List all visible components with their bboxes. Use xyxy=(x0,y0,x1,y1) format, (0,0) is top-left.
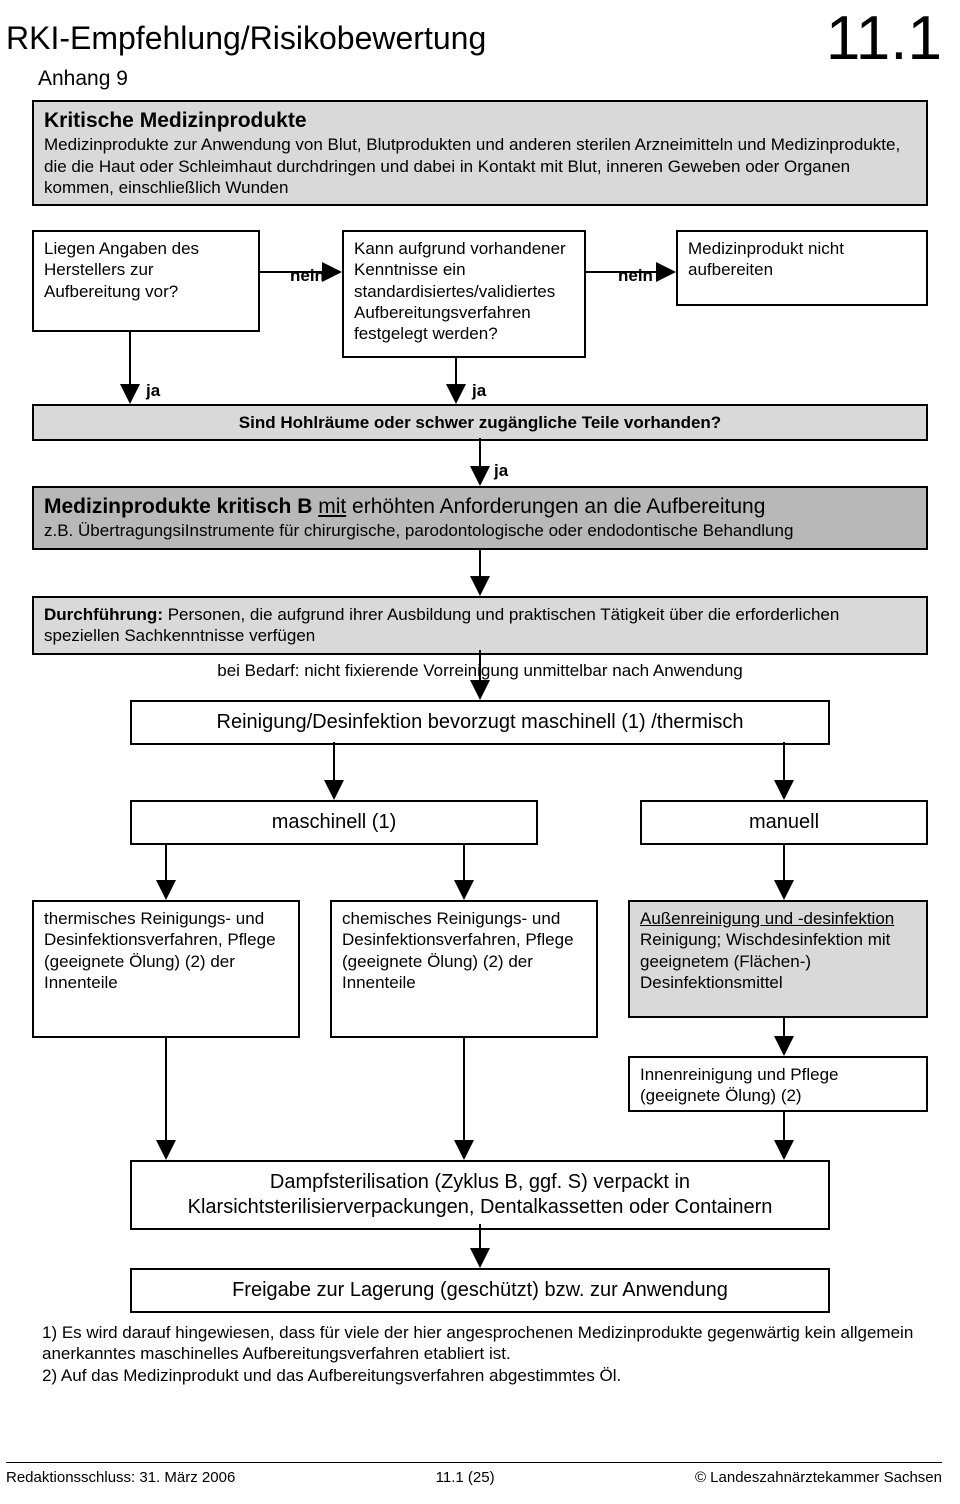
split-maschinell-box: maschinell (1) xyxy=(130,800,538,845)
rd-pref-box: Reinigung/Desinfektion bevorzugt maschin… xyxy=(130,700,830,745)
q1-text: Liegen Angaben des Herstellers zur Aufbe… xyxy=(44,239,199,301)
label-nein-1: nein xyxy=(290,265,325,286)
col-chem-text: chemisches Reinigungs- und Desinfektions… xyxy=(342,909,574,992)
col-thermo-box: thermisches Reinigungs- und Desinfektion… xyxy=(32,900,300,1038)
footer-left: Redaktionsschluss: 31. März 2006 xyxy=(6,1469,235,1488)
page-title: RKI-Empfehlung/Risikobewertung xyxy=(6,18,486,58)
label-ja-2: ja xyxy=(472,380,486,401)
col-manuell-outer-body: Reinigung; Wischdesinfektion mit geeigne… xyxy=(640,929,916,993)
hollow-q-box: Sind Hohlräume oder schwer zugängliche T… xyxy=(32,404,928,441)
intro-box: Kritische Medizinprodukte Medizinprodukt… xyxy=(32,100,928,206)
steril-box: Dampfsterilisation (Zyklus B, ggf. S) ve… xyxy=(130,1160,830,1230)
durchfuehrung-box: Durchführung: Personen, die aufgrund ihr… xyxy=(32,596,928,655)
intro-body: Medizinprodukte zur Anwendung von Blut, … xyxy=(44,134,916,198)
footer-mid: 11.1 (25) xyxy=(436,1469,495,1488)
kritisch-b-title: Medizinprodukte kritisch B mit erhöhten … xyxy=(44,494,916,520)
intro-heading: Kritische Medizinprodukte xyxy=(44,108,916,134)
vorreinigung-text: bei Bedarf: nicht fixierende Vorreinigun… xyxy=(32,660,928,681)
q2-box: Kann aufgrund vorhandener Kenntnisse ein… xyxy=(342,230,586,358)
rd-pref-text: Reinigung/Desinfektion bevorzugt maschin… xyxy=(217,711,744,733)
freigabe-box: Freigabe zur Lagerung (geschützt) bzw. z… xyxy=(130,1268,830,1313)
label-ja-1: ja xyxy=(146,380,160,401)
q2-text: Kann aufgrund vorhandener Kenntnisse ein… xyxy=(354,239,566,343)
kritisch-b-example: z.B. ÜbertragungsiInstrumente für chirur… xyxy=(44,520,916,541)
col-manuell-outer-box: Außenreinigung und -desinfektion Reinigu… xyxy=(628,900,928,1018)
durchf-body: Personen, die aufgrund ihrer Ausbildung … xyxy=(44,605,839,645)
split-manuell-box: manuell xyxy=(640,800,928,845)
split-manuell-text: manuell xyxy=(749,811,819,833)
hollow-q-text: Sind Hohlräume oder schwer zugängliche T… xyxy=(239,413,721,432)
footnote-1: 1) Es wird darauf hingewiesen, dass für … xyxy=(42,1322,922,1365)
footnotes: 1) Es wird darauf hingewiesen, dass für … xyxy=(42,1322,922,1386)
kritisch-b-box: Medizinprodukte kritisch B mit erhöhten … xyxy=(32,486,928,550)
freigabe-text: Freigabe zur Lagerung (geschützt) bzw. z… xyxy=(232,1279,728,1301)
steril-text: Dampfsterilisation (Zyklus B, ggf. S) ve… xyxy=(188,1171,773,1218)
col-manuell-outer-head: Außenreinigung und -desinfektion xyxy=(640,908,916,929)
q1-box: Liegen Angaben des Herstellers zur Aufbe… xyxy=(32,230,260,332)
label-ja-3: ja xyxy=(494,460,508,481)
section-number: 11.1 xyxy=(826,0,942,78)
col-thermo-text: thermisches Reinigungs- und Desinfektion… xyxy=(44,909,276,992)
stop-text: Medizinprodukt nicht aufbereiten xyxy=(688,239,844,279)
col-chem-box: chemisches Reinigungs- und Desinfektions… xyxy=(330,900,598,1038)
footer-right: © Landeszahnärztekammer Sachsen xyxy=(695,1469,942,1488)
col-manuell-inner-box: Innenreinigung und Pflege (geeignete Ölu… xyxy=(628,1056,928,1112)
col-manuell-inner-text: Innenreinigung und Pflege (geeignete Ölu… xyxy=(640,1065,839,1105)
page-footer: Redaktionsschluss: 31. März 2006 11.1 (2… xyxy=(6,1462,942,1488)
label-nein-2: nein xyxy=(618,265,653,286)
durchf-label: Durchführung: xyxy=(44,605,163,624)
stop-box: Medizinprodukt nicht aufbereiten xyxy=(676,230,928,306)
subtitle: Anhang 9 xyxy=(38,66,128,92)
footnote-2: 2) Auf das Medizinprodukt und das Aufber… xyxy=(42,1365,922,1386)
split-maschinell-text: maschinell (1) xyxy=(272,811,396,833)
